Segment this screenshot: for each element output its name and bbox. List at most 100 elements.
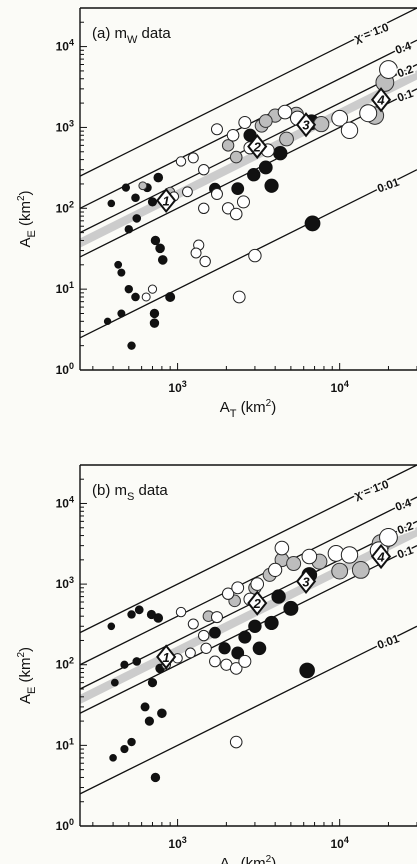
data-point xyxy=(232,290,246,304)
x-tick-label: 103 xyxy=(168,379,186,395)
data-point xyxy=(209,655,221,668)
data-point xyxy=(238,654,252,668)
x-tick-label: 103 xyxy=(168,835,186,851)
data-point xyxy=(299,662,315,679)
data-point xyxy=(248,619,262,633)
data-point xyxy=(138,181,148,191)
data-point xyxy=(200,642,212,654)
data-point xyxy=(107,199,116,208)
data-point xyxy=(131,292,140,302)
diamond-label: 4 xyxy=(376,549,385,564)
data-point xyxy=(117,268,126,277)
data-point xyxy=(210,123,223,136)
data-point xyxy=(286,556,302,572)
data-point xyxy=(283,600,299,616)
diamond-marker xyxy=(370,543,392,570)
data-point xyxy=(185,647,196,659)
data-point xyxy=(279,131,294,147)
diamond-marker xyxy=(156,644,177,670)
data-point xyxy=(114,260,123,269)
data-point xyxy=(147,284,158,294)
diamond-label: 3 xyxy=(302,118,310,133)
data-point xyxy=(124,225,133,234)
data-point xyxy=(247,168,261,182)
ratio-line-label: 0.4 xyxy=(394,40,414,57)
y-axis-label: AE (km2) xyxy=(16,647,38,704)
ratio-line xyxy=(80,465,417,634)
data-point xyxy=(252,641,267,656)
y-tick-label: 100 xyxy=(56,361,74,377)
data-point xyxy=(226,128,240,142)
ratio-line-label: χ = 1.0 xyxy=(353,479,391,502)
x-axis-label: AT (km2) xyxy=(220,854,276,864)
y-tick-label: 102 xyxy=(56,656,74,672)
data-point xyxy=(231,182,245,196)
diamond-marker xyxy=(295,568,317,595)
diamond-label: 3 xyxy=(302,574,310,589)
data-point xyxy=(144,716,154,726)
ratio-line xyxy=(80,496,417,666)
data-point xyxy=(198,202,210,214)
ratio-line-label: χ = 1.0 xyxy=(353,22,391,45)
data-point xyxy=(182,186,193,198)
data-point xyxy=(120,660,129,669)
data-point xyxy=(149,308,160,319)
data-point xyxy=(209,626,221,639)
data-point xyxy=(131,193,140,203)
ratio-line xyxy=(80,8,417,177)
y-tick-label: 101 xyxy=(56,736,74,752)
data-point xyxy=(187,618,199,630)
data-point xyxy=(221,139,235,152)
data-point xyxy=(340,546,359,564)
ratio-line-label: 0.01 xyxy=(376,176,402,195)
data-point xyxy=(198,629,210,642)
data-point xyxy=(155,243,165,254)
data-point xyxy=(127,610,136,619)
data-point xyxy=(103,317,112,326)
data-point xyxy=(107,622,116,631)
data-point xyxy=(127,341,136,350)
x-tick-label: 104 xyxy=(330,835,348,851)
data-point xyxy=(121,183,131,192)
data-point xyxy=(238,116,252,130)
data-point xyxy=(331,109,349,127)
ratio-line-label: 0.1 xyxy=(396,544,416,561)
data-point xyxy=(236,195,250,209)
data-point xyxy=(153,172,164,183)
data-point xyxy=(231,646,245,660)
data-point xyxy=(271,589,286,604)
data-point xyxy=(187,152,199,164)
y-tick-label: 102 xyxy=(56,199,74,215)
data-point xyxy=(147,197,158,207)
data-point xyxy=(190,247,202,259)
data-point xyxy=(268,562,283,578)
data-point xyxy=(229,207,243,221)
data-point xyxy=(258,160,273,175)
data-point xyxy=(379,527,398,547)
diamond-label: 1 xyxy=(163,193,170,208)
data-point xyxy=(117,309,126,318)
data-point xyxy=(331,562,349,580)
data-point xyxy=(124,284,133,294)
data-point xyxy=(210,611,223,624)
data-point xyxy=(210,188,223,201)
data-point xyxy=(359,104,378,123)
y-tick-label: 104 xyxy=(56,494,74,510)
data-point xyxy=(379,60,398,79)
data-point xyxy=(221,587,235,600)
y-tick-label: 100 xyxy=(56,817,74,833)
diamond-marker xyxy=(295,112,317,138)
data-point xyxy=(229,662,243,675)
data-point xyxy=(141,292,151,302)
data-point xyxy=(157,708,167,719)
data-point xyxy=(175,606,187,618)
data-point xyxy=(165,291,176,302)
y-tick-label: 103 xyxy=(56,118,74,134)
data-point xyxy=(110,678,119,687)
data-point xyxy=(231,581,245,595)
data-point xyxy=(140,702,150,712)
ratio-line-label: 0.1 xyxy=(396,88,416,105)
data-point xyxy=(264,615,279,631)
